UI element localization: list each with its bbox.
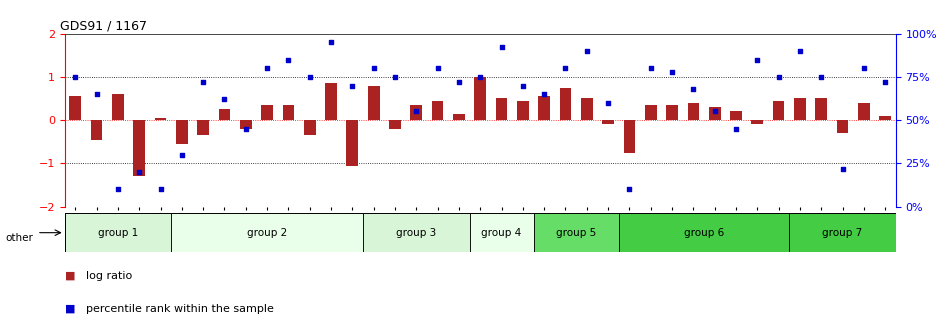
- Point: [494, 45, 509, 50]
- Bar: [496, 98, 507, 120]
- Point: [472, 74, 488, 80]
- Bar: [618, 213, 789, 252]
- Bar: [751, 120, 763, 124]
- Point: [259, 66, 275, 71]
- Text: group 2: group 2: [247, 228, 287, 238]
- Point: [771, 74, 787, 80]
- Text: group 4: group 4: [482, 228, 522, 238]
- Point: [580, 48, 595, 54]
- Bar: [534, 213, 618, 252]
- Bar: [688, 103, 699, 120]
- Point: [323, 40, 338, 45]
- Bar: [69, 96, 81, 120]
- Point: [792, 48, 808, 54]
- Bar: [282, 105, 294, 120]
- Bar: [858, 103, 870, 120]
- Bar: [261, 105, 273, 120]
- Bar: [602, 120, 614, 124]
- Bar: [363, 213, 469, 252]
- Point: [878, 79, 893, 85]
- Bar: [176, 120, 188, 144]
- Text: group 5: group 5: [556, 228, 597, 238]
- Point: [110, 187, 125, 192]
- Point: [558, 66, 573, 71]
- Point: [600, 100, 616, 106]
- Bar: [474, 77, 486, 120]
- Point: [132, 169, 147, 175]
- Bar: [90, 120, 103, 139]
- Point: [643, 66, 658, 71]
- Point: [451, 79, 466, 85]
- Bar: [431, 101, 444, 120]
- Bar: [731, 112, 742, 120]
- Bar: [709, 107, 720, 120]
- Bar: [789, 213, 896, 252]
- Point: [238, 126, 254, 131]
- Bar: [453, 114, 465, 120]
- Text: group 7: group 7: [823, 228, 863, 238]
- Point: [813, 74, 828, 80]
- Point: [89, 91, 104, 97]
- Point: [196, 79, 211, 85]
- Point: [408, 109, 424, 114]
- Text: other: other: [6, 233, 33, 243]
- Point: [622, 187, 637, 192]
- Bar: [623, 120, 636, 153]
- Bar: [880, 116, 891, 120]
- Text: group 3: group 3: [396, 228, 436, 238]
- Bar: [65, 213, 171, 252]
- Bar: [794, 98, 806, 120]
- Bar: [218, 109, 230, 120]
- Point: [302, 74, 317, 80]
- Bar: [198, 120, 209, 135]
- Bar: [666, 105, 678, 120]
- Text: ■: ■: [65, 304, 75, 314]
- Point: [174, 152, 189, 157]
- Bar: [155, 118, 166, 120]
- Bar: [368, 85, 379, 120]
- Bar: [390, 120, 401, 129]
- Bar: [645, 105, 656, 120]
- Text: percentile rank within the sample: percentile rank within the sample: [86, 304, 274, 314]
- Point: [664, 69, 679, 74]
- Bar: [347, 120, 358, 166]
- Bar: [581, 98, 593, 120]
- Point: [686, 86, 701, 92]
- Point: [388, 74, 403, 80]
- Text: GDS91 / 1167: GDS91 / 1167: [61, 19, 147, 33]
- Bar: [837, 120, 848, 133]
- Bar: [815, 98, 827, 120]
- Point: [217, 97, 232, 102]
- Bar: [410, 105, 422, 120]
- Bar: [171, 213, 363, 252]
- Text: log ratio: log ratio: [86, 270, 132, 281]
- Bar: [112, 94, 124, 120]
- Text: group 1: group 1: [98, 228, 138, 238]
- Point: [835, 166, 850, 171]
- Bar: [772, 101, 785, 120]
- Point: [153, 187, 168, 192]
- Bar: [517, 101, 529, 120]
- Point: [67, 74, 83, 80]
- Point: [537, 91, 552, 97]
- Point: [856, 66, 871, 71]
- Point: [750, 57, 765, 62]
- Bar: [325, 83, 337, 120]
- Bar: [560, 88, 571, 120]
- Point: [366, 66, 381, 71]
- Bar: [304, 120, 315, 135]
- Point: [345, 83, 360, 88]
- Point: [430, 66, 446, 71]
- Text: group 6: group 6: [684, 228, 724, 238]
- Bar: [469, 213, 534, 252]
- Text: ■: ■: [65, 270, 75, 281]
- Point: [729, 126, 744, 131]
- Point: [707, 109, 722, 114]
- Point: [515, 83, 530, 88]
- Point: [281, 57, 296, 62]
- Bar: [539, 96, 550, 120]
- Bar: [133, 120, 145, 176]
- Bar: [240, 120, 252, 129]
